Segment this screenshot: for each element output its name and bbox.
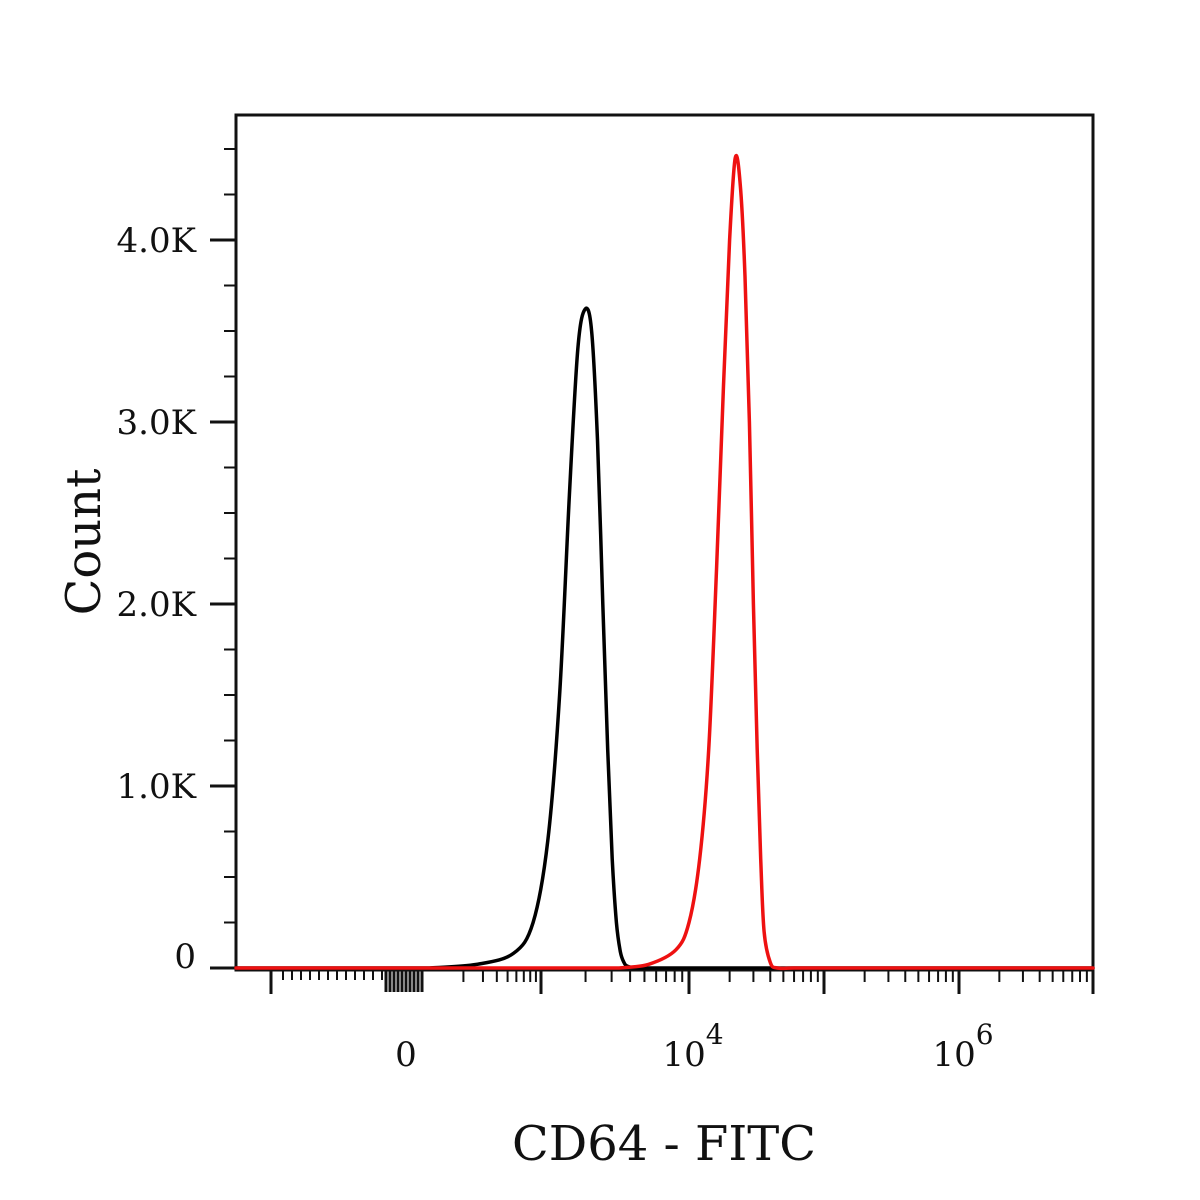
x-tick-label: 0 — [395, 1035, 417, 1075]
y-tick-label: 4.0K — [117, 221, 197, 261]
y-axis-ticks — [210, 148, 236, 970]
y-axis-tick-labels: 0 1.0K 2.0K 3.0K 4.0K — [117, 221, 197, 977]
series-line-2 — [234, 154, 1095, 971]
series-layer — [234, 154, 1095, 971]
y-tick-label: 3.0K — [117, 403, 197, 443]
y-tick-label: 1.0K — [117, 767, 197, 807]
x-tick-label: 106 — [932, 1018, 993, 1075]
series-line-1 — [234, 306, 1095, 970]
plot-frame — [234, 113, 1095, 972]
x-axis-tick-labels: 0 104 106 — [395, 1018, 993, 1075]
x-axis-ticks — [269, 970, 1095, 994]
x-axis-title: CD64 - FITC — [512, 1116, 816, 1172]
y-axis-title: Count — [56, 469, 112, 616]
y-tick-label: 2.0K — [117, 585, 197, 625]
y-tick-label: 0 — [174, 937, 196, 977]
x-tick-label: 104 — [662, 1018, 723, 1075]
